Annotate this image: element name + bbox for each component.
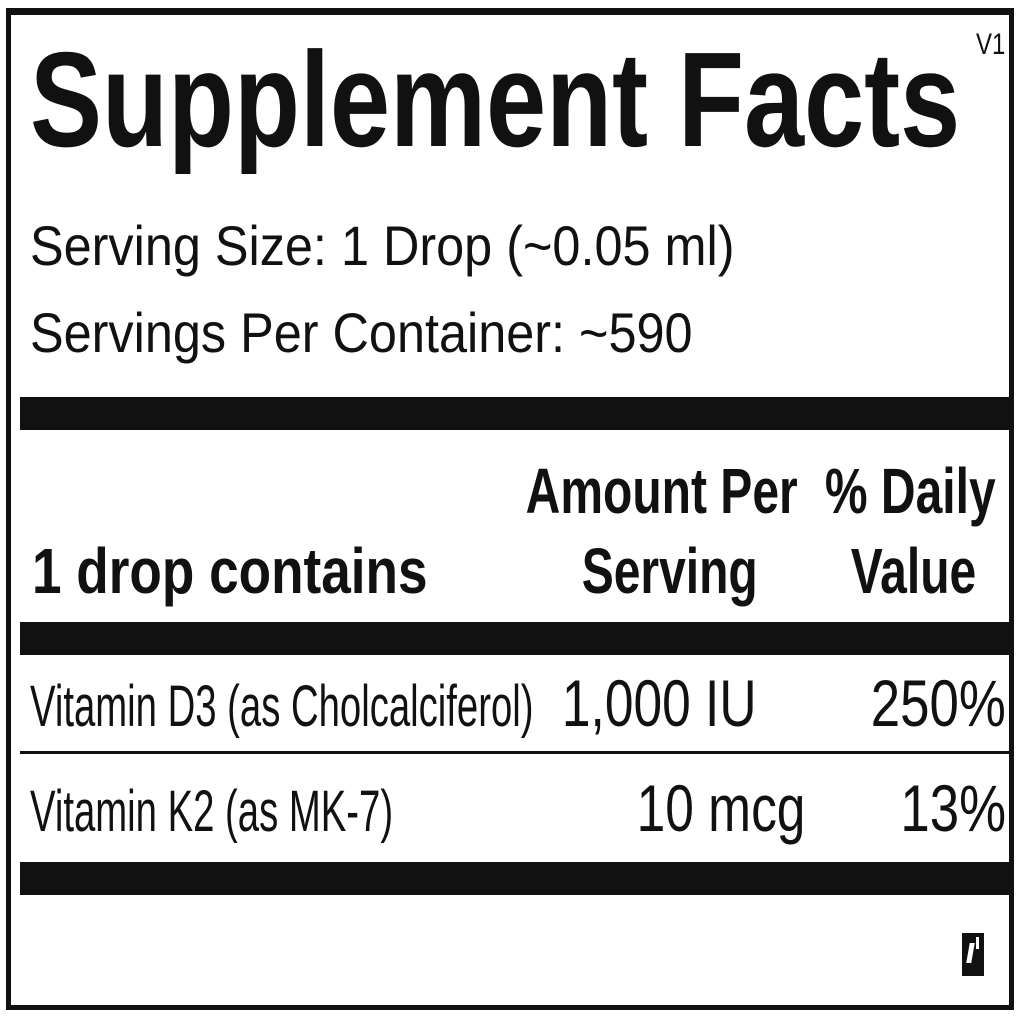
divider-bar	[20, 862, 1010, 895]
header-amount-line1: Amount Per	[525, 455, 798, 527]
title: Supplement Facts	[30, 24, 961, 175]
nutrient-name: Vitamin D3 (as Cholcalciferol)	[30, 674, 534, 739]
divider-bar	[20, 622, 1010, 655]
label-border	[6, 8, 1014, 1010]
header-amount-line2: Serving	[581, 535, 758, 607]
header-contains: 1 drop contains	[32, 535, 428, 607]
nutrient-name: Vitamin K2 (as MK-7)	[30, 779, 394, 844]
barcode-mark-icon	[962, 933, 984, 976]
header-dv-line2: Value	[850, 535, 976, 607]
version-mark: V1	[976, 28, 1006, 61]
nutrient-dv: 250%	[870, 666, 1006, 740]
row-divider	[20, 751, 1010, 754]
serving-size: Serving Size: 1 Drop (~0.05 ml)	[30, 214, 735, 277]
divider-bar	[20, 397, 1010, 430]
nutrient-dv: 13%	[900, 771, 1006, 845]
header-dv-line1: % Daily	[825, 455, 996, 527]
nutrient-amount: 1,000 IU	[561, 666, 756, 740]
nutrient-amount: 10 mcg	[636, 771, 805, 845]
servings-per-container: Servings Per Container: ~590	[30, 301, 693, 364]
